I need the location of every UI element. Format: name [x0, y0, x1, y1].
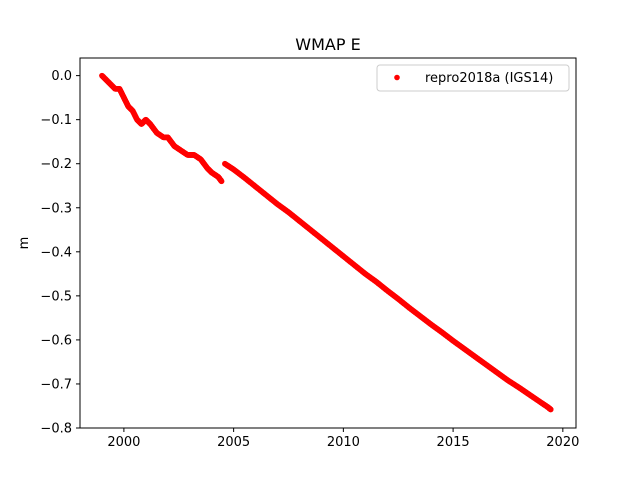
- x-tick-label: 2005: [217, 435, 250, 450]
- y-tick-label: −0.4: [40, 245, 72, 260]
- y-tick-label: −0.6: [40, 333, 72, 348]
- data-point: [547, 406, 554, 413]
- legend-box: [376, 64, 570, 92]
- legend: repro2018a (IGS14): [376, 64, 570, 92]
- chart-title: WMAP E: [295, 35, 360, 54]
- y-tick-label: −0.5: [40, 289, 72, 304]
- y-tick-label: −0.7: [40, 377, 72, 392]
- x-tick-label: 2000: [107, 435, 140, 450]
- x-tick-label: 2020: [546, 435, 579, 450]
- plot-frame: [79, 57, 577, 429]
- legend-entry: repro2018a (IGS14): [425, 71, 553, 86]
- x-tick-label: 2015: [437, 435, 470, 450]
- plot-data: [99, 72, 554, 413]
- y-tick-label: −0.8: [40, 422, 72, 437]
- data-point: [218, 178, 225, 185]
- y-tick-label: 0.0: [51, 69, 72, 84]
- y-tick-label: −0.3: [40, 201, 72, 216]
- y-axis: 0.0 −0.1 −0.2 −0.3 −0.4 −0.5 −0.6 −0.7 −0.8: [40, 69, 80, 437]
- y-tick-label: −0.2: [40, 157, 72, 172]
- x-tick-label: 2010: [327, 435, 360, 450]
- x-axis: 2000 2005 2010 2015 2020: [107, 428, 579, 450]
- y-axis-label: m: [17, 237, 32, 250]
- legend-marker: [394, 74, 400, 81]
- y-tick-label: −0.1: [40, 113, 72, 128]
